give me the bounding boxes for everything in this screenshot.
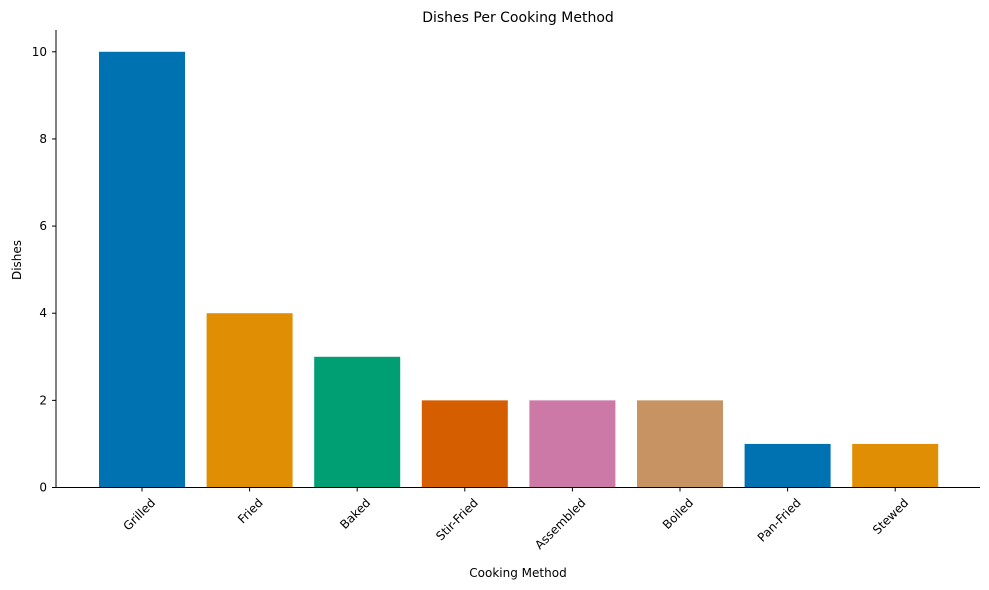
y-tick-label: 0 — [39, 481, 47, 495]
bar-assembled — [529, 400, 616, 488]
y-tick-label: 10 — [32, 45, 47, 59]
y-axis-ticks: 0 2 4 6 8 10 — [32, 45, 56, 495]
bar-stewed — [852, 443, 939, 488]
x-tick-label: Stewed — [870, 496, 911, 537]
x-tick-label: Fried — [235, 496, 266, 527]
x-tick-label: Grilled — [120, 496, 158, 534]
bars-group — [99, 51, 939, 488]
bar-boiled — [637, 400, 723, 488]
y-tick-label: 6 — [39, 219, 47, 233]
x-tick-label: Stir-Fried — [433, 496, 481, 544]
x-tick-label: Assembled — [532, 496, 588, 552]
y-tick-label: 2 — [39, 393, 47, 407]
y-tick-label: 4 — [39, 306, 47, 320]
x-tick-label: Baked — [337, 496, 373, 532]
x-tick-label: Boiled — [660, 496, 696, 532]
y-tick-label: 8 — [39, 132, 47, 146]
bar-stir-fried — [421, 400, 508, 488]
x-axis-label: Cooking Method — [469, 566, 566, 580]
bar-fried — [206, 313, 293, 488]
y-axis-label: Dishes — [10, 240, 24, 280]
bar-grilled — [99, 51, 185, 488]
bar-baked — [314, 356, 401, 488]
x-axis-ticks: Grilled Fried Baked Stir-Fried Assembled Boil… — [120, 487, 911, 552]
bar-pan-fried — [744, 443, 831, 488]
chart-title: Dishes Per Cooking Method — [422, 10, 614, 26]
x-tick-label: Pan-Fried — [755, 496, 804, 545]
